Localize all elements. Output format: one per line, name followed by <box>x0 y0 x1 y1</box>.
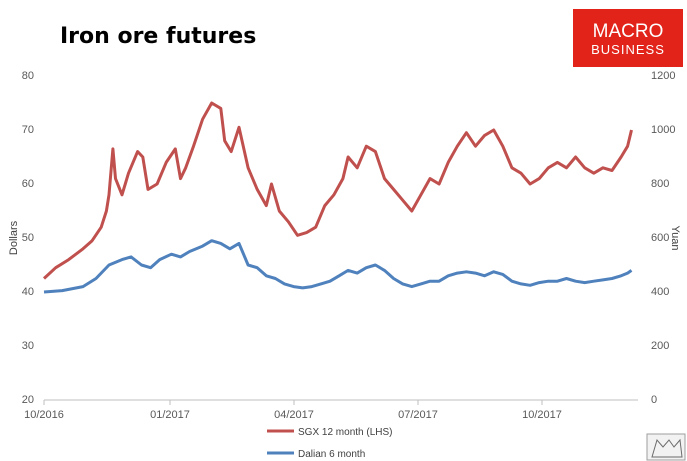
left-y-axis: 20 30 40 50 60 70 80 <box>22 70 34 406</box>
y-tick-label: 80 <box>22 70 34 82</box>
series-line-dalian-6-month <box>43 239 633 294</box>
logo-background <box>573 9 683 67</box>
y-tick-label: 60 <box>22 178 34 190</box>
y-tick-label: 20 <box>22 394 34 406</box>
x-tick-label: 01/2017 <box>150 409 190 421</box>
y2-tick-label: 0 <box>651 394 657 406</box>
y-tick-label: 40 <box>22 286 34 298</box>
legend: SGX 12 month (LHS) Dalian 6 month <box>267 427 392 460</box>
logo-line2: BUSINESS <box>591 42 665 57</box>
y2-tick-label: 1200 <box>651 70 675 82</box>
legend-label-sgx: SGX 12 month (LHS) <box>298 427 392 438</box>
y2-tick-label: 600 <box>651 232 669 244</box>
left-axis-title: Dollars <box>8 220 20 255</box>
y-tick-label: 70 <box>22 124 34 136</box>
x-axis: 10/2016 01/2017 04/2017 07/2017 10/2017 <box>24 400 562 421</box>
y-tick-label: 30 <box>22 340 34 352</box>
y-tick-label: 50 <box>22 232 34 244</box>
x-tick-label: 10/2017 <box>522 409 562 421</box>
right-y-axis: 0 200 400 600 800 1000 1200 <box>651 70 675 406</box>
legend-label-dalian: Dalian 6 month <box>298 449 365 460</box>
y2-tick-label: 200 <box>651 340 669 352</box>
y2-tick-label: 400 <box>651 286 669 298</box>
x-tick-label: 04/2017 <box>274 409 314 421</box>
right-axis-title: Yuan <box>669 225 681 250</box>
x-tick-label: 07/2017 <box>398 409 438 421</box>
macro-business-logo: MACRO BUSINESS <box>573 9 683 67</box>
y2-tick-label: 1000 <box>651 124 675 136</box>
series-line-sgx-12-month <box>42 101 633 280</box>
chart-title: Iron ore futures <box>60 24 256 49</box>
x-tick-label: 10/2016 <box>24 409 64 421</box>
mascot-icon <box>646 433 686 461</box>
y2-tick-label: 800 <box>651 178 669 190</box>
logo-line1: MACRO <box>593 21 664 42</box>
